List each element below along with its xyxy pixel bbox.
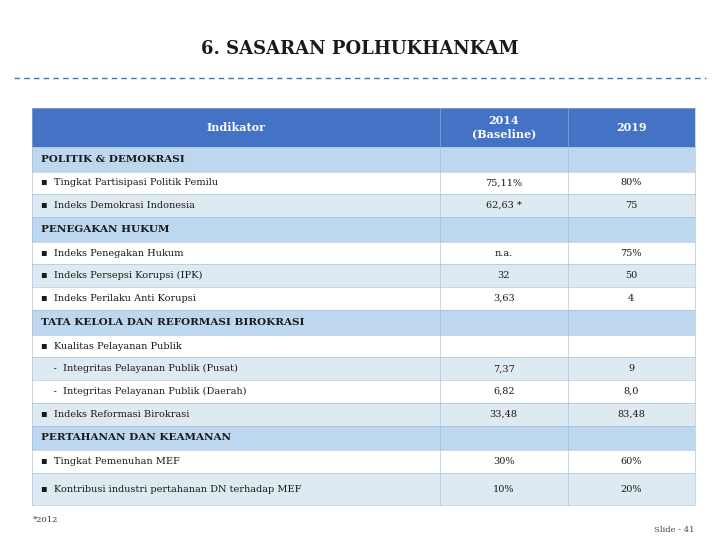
- Text: Slide - 41: Slide - 41: [654, 526, 695, 534]
- Text: 2019: 2019: [616, 122, 647, 133]
- Bar: [32, 450, 695, 473]
- Text: ▪  Indeks Penegakan Hukum: ▪ Indeks Penegakan Hukum: [41, 248, 184, 258]
- Bar: [32, 335, 695, 357]
- Text: n.a.: n.a.: [495, 248, 513, 258]
- Bar: [32, 194, 695, 217]
- Bar: [32, 265, 695, 287]
- Text: 7,37: 7,37: [492, 364, 515, 373]
- Bar: [32, 287, 695, 310]
- Text: 75,11%: 75,11%: [485, 178, 522, 187]
- Bar: [32, 403, 695, 426]
- Bar: [32, 146, 695, 172]
- Text: 75%: 75%: [621, 248, 642, 258]
- Text: ▪  Tingkat Partisipasi Politik Pemilu: ▪ Tingkat Partisipasi Politik Pemilu: [41, 178, 218, 187]
- Bar: [32, 217, 695, 242]
- Text: 30%: 30%: [493, 457, 515, 467]
- Bar: [32, 357, 695, 380]
- Text: 2014
(Baseline): 2014 (Baseline): [472, 116, 536, 139]
- Text: 50: 50: [625, 271, 637, 280]
- Text: 10%: 10%: [493, 484, 515, 494]
- Text: ▪  Indeks Persepsi Korupsi (IPK): ▪ Indeks Persepsi Korupsi (IPK): [41, 271, 202, 280]
- Text: POLITIK & DEMOKRASI: POLITIK & DEMOKRASI: [41, 154, 185, 164]
- Bar: [32, 242, 695, 265]
- Bar: [32, 426, 695, 450]
- Bar: [32, 108, 695, 146]
- Text: 62,63 *: 62,63 *: [486, 201, 521, 210]
- Text: 33,48: 33,48: [490, 410, 518, 418]
- Text: ▪  Tingkat Pemenuhan MEF: ▪ Tingkat Pemenuhan MEF: [41, 457, 180, 467]
- Text: 6,82: 6,82: [493, 387, 515, 396]
- Text: 80%: 80%: [621, 178, 642, 187]
- Text: 83,48: 83,48: [617, 410, 645, 418]
- Text: 20%: 20%: [621, 484, 642, 494]
- Text: ▪  Kualitas Pelayanan Publik: ▪ Kualitas Pelayanan Publik: [41, 342, 181, 350]
- Text: ▪  Kontribusi industri pertahanan DN terhadap MEF: ▪ Kontribusi industri pertahanan DN terh…: [41, 484, 302, 494]
- Text: ▪  Indeks Demokrasi Indonesia: ▪ Indeks Demokrasi Indonesia: [41, 201, 195, 210]
- Text: 3,63: 3,63: [492, 294, 515, 303]
- Bar: [32, 473, 695, 505]
- Text: ▪  Indeks Reformasi Birokrasi: ▪ Indeks Reformasi Birokrasi: [41, 410, 189, 418]
- Text: 9: 9: [628, 364, 634, 373]
- Bar: [32, 310, 695, 335]
- Text: 6. SASARAN POLHUKHANKAM: 6. SASARAN POLHUKHANKAM: [201, 39, 519, 58]
- Text: PENEGAKAN HUKUM: PENEGAKAN HUKUM: [41, 225, 169, 234]
- Text: ▪  Indeks Perilaku Anti Korupsi: ▪ Indeks Perilaku Anti Korupsi: [41, 294, 196, 303]
- Text: TATA KELOLA DAN REFORMASI BIROKRASI: TATA KELOLA DAN REFORMASI BIROKRASI: [41, 318, 305, 327]
- Text: *2012: *2012: [32, 516, 58, 524]
- Text: 32: 32: [498, 271, 510, 280]
- Text: PERTAHANAN DAN KEAMANAN: PERTAHANAN DAN KEAMANAN: [41, 434, 231, 442]
- Text: 60%: 60%: [621, 457, 642, 467]
- Text: -  Integritas Pelayanan Publik (Daerah): - Integritas Pelayanan Publik (Daerah): [41, 387, 246, 396]
- Text: -  Integritas Pelayanan Publik (Pusat): - Integritas Pelayanan Publik (Pusat): [41, 364, 238, 373]
- Bar: [32, 172, 695, 194]
- Text: 75: 75: [625, 201, 637, 210]
- Text: 4: 4: [628, 294, 634, 303]
- Text: Indikator: Indikator: [207, 122, 266, 133]
- Bar: [32, 380, 695, 403]
- Text: 8,0: 8,0: [624, 387, 639, 396]
